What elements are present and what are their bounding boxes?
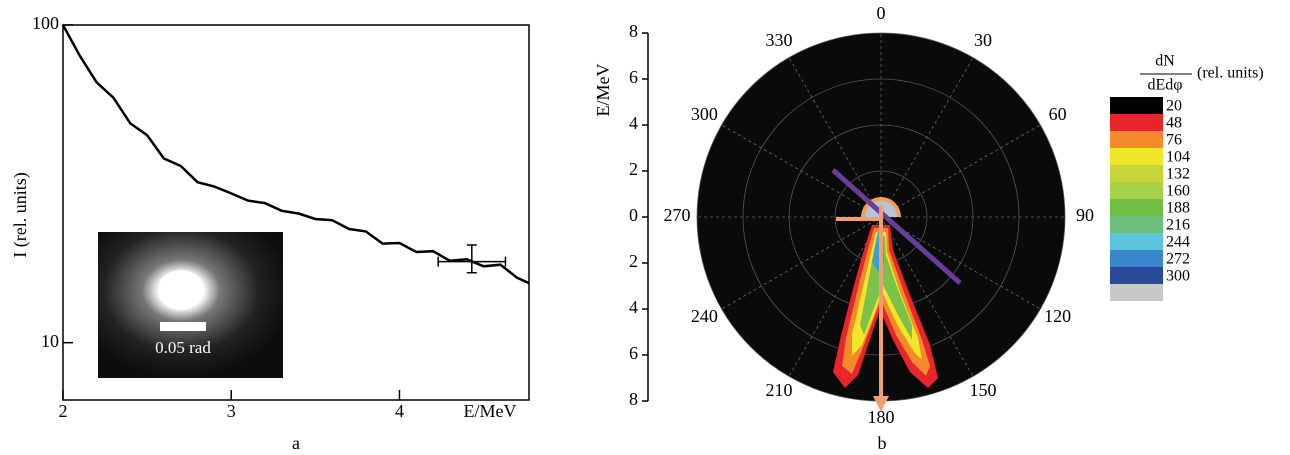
colorbar-label: 216 xyxy=(1166,217,1190,234)
colorbar-swatch xyxy=(1110,199,1163,216)
theta-tick-label: 330 xyxy=(766,30,793,50)
r-tick-label: 6 xyxy=(629,67,638,87)
grid-spoke xyxy=(721,124,882,218)
colorbar-denominator: dEdφ xyxy=(1147,77,1182,94)
grid-spoke xyxy=(880,124,1041,218)
x-tick-label: 3 xyxy=(227,401,236,421)
arrow-head xyxy=(873,396,889,412)
colorbar-label: 160 xyxy=(1166,183,1190,200)
colorbar-swatch xyxy=(1110,250,1163,267)
colorbar-swatch xyxy=(1110,114,1163,131)
y-tick-label: 100 xyxy=(32,13,59,33)
r-tick-label: 4 xyxy=(629,297,638,317)
colorbar-numerator: dN xyxy=(1155,53,1175,70)
colorbar-swatch xyxy=(1110,182,1163,199)
colorbar-swatch xyxy=(1110,97,1163,114)
grid-spoke xyxy=(880,216,974,377)
colorbar-label: 272 xyxy=(1166,251,1190,268)
colorbar-swatch xyxy=(1110,165,1163,182)
r-tick-label: 0 xyxy=(629,205,638,225)
theta-tick-label: 120 xyxy=(1044,306,1071,326)
colorbar-swatch xyxy=(1110,131,1163,148)
y-axis-label: I (rel. units) xyxy=(10,172,31,257)
colorbar-swatch xyxy=(1110,267,1163,284)
grid-spoke xyxy=(721,216,882,310)
x-tick-label: 4 xyxy=(395,401,404,421)
theta-tick-label: 0 xyxy=(877,3,886,23)
theta-tick-label: 60 xyxy=(1049,104,1067,124)
colorbar-label: 20 xyxy=(1166,98,1182,115)
r-axis-label: E/MeV xyxy=(593,64,613,117)
scale-bar xyxy=(160,322,206,331)
theta-tick-label: 90 xyxy=(1076,205,1094,225)
r-tick-label: 4 xyxy=(629,113,638,133)
colorbar-label: 132 xyxy=(1166,166,1190,183)
theta-tick-label: 270 xyxy=(664,205,691,225)
theta-tick-label: 30 xyxy=(974,30,992,50)
panel-label: b xyxy=(878,433,887,453)
x-axis-label: E/MeV xyxy=(464,401,517,421)
theta-tick-label: 180 xyxy=(868,407,895,427)
data-line xyxy=(61,24,530,285)
r-tick-label: 2 xyxy=(629,251,638,271)
theta-tick-label: 210 xyxy=(766,380,793,400)
theta-tick-label: 300 xyxy=(691,104,718,124)
colorbar-label: 244 xyxy=(1166,234,1190,251)
colorbar-label: 300 xyxy=(1166,268,1190,285)
direction-line xyxy=(831,168,962,285)
r-tick-label: 2 xyxy=(629,159,638,179)
panel-label: a xyxy=(292,433,300,453)
colorbar-swatch xyxy=(1110,148,1163,165)
inset-label: 0.05 rad xyxy=(155,338,211,357)
colorbar-label: 188 xyxy=(1166,200,1190,217)
x-tick-label: 2 xyxy=(59,401,68,421)
colorbar-swatch xyxy=(1110,216,1163,233)
colorbar-label: 104 xyxy=(1166,149,1190,166)
plot-frame xyxy=(62,24,530,401)
grid-spoke xyxy=(880,216,1041,310)
theta-tick-label: 240 xyxy=(691,306,718,326)
inset-spot xyxy=(158,270,204,310)
r-tick-label: 8 xyxy=(629,21,638,41)
colorbar-label: 48 xyxy=(1166,115,1182,132)
colorbar-label: 76 xyxy=(1166,132,1182,149)
grid-spoke xyxy=(788,57,882,218)
colorbar-swatch xyxy=(1110,284,1163,301)
spray xyxy=(833,197,938,388)
colorbar-units: (rel. units) xyxy=(1197,65,1264,82)
y-tick-label: 10 xyxy=(41,331,59,351)
grid-spoke xyxy=(880,57,974,218)
theta-tick-label: 150 xyxy=(970,380,997,400)
r-tick-label: 6 xyxy=(629,343,638,363)
grid-spoke xyxy=(788,216,882,377)
colorbar-swatch xyxy=(1110,233,1163,250)
r-tick-label: 8 xyxy=(629,389,638,409)
